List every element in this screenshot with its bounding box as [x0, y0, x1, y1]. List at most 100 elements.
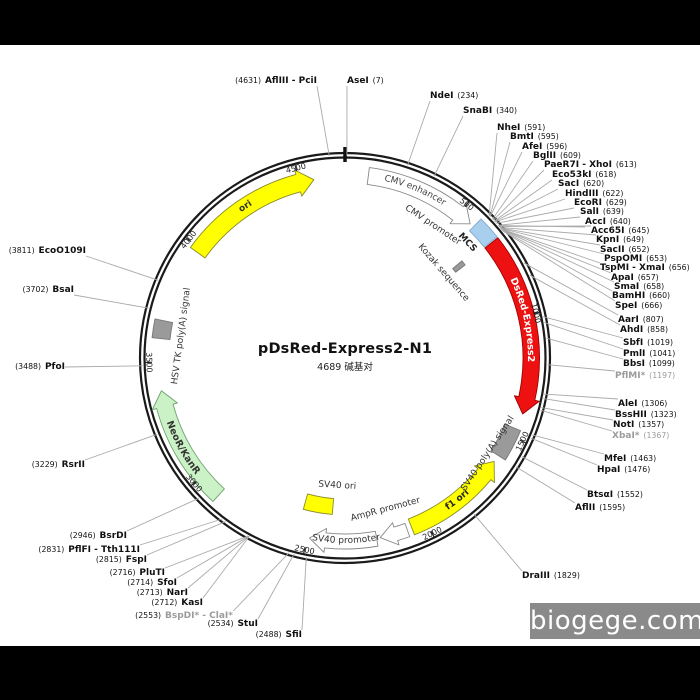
enzyme-label-EcoRI: EcoRI (629): [574, 198, 627, 208]
leader-line-PaeR7I-XhoI: [492, 169, 545, 221]
enzyme-label-HindIII: HindIII (622): [565, 189, 623, 199]
leader-line-NdeI: [407, 100, 431, 166]
leader-line-KasI: [202, 536, 250, 599]
enzyme-label-PflFI-Tth111I: (2831) PflFI - Tth111I: [38, 545, 140, 555]
leader-line-AleI: [544, 393, 619, 400]
enzyme-label-AflIII-PciI: (4631) AflIII - PciI: [235, 76, 317, 86]
feature-mcs: [469, 218, 498, 248]
leader-line-XbaI-: [540, 409, 613, 432]
leader-line-BglII: [492, 160, 534, 220]
enzyme-label-BsaI: (3702) BsaI: [23, 285, 74, 295]
leader-line-MfeI: [532, 434, 605, 455]
enzyme-label-BssHII: BssHII (1323): [615, 410, 677, 420]
leader-line-PflMI-: [547, 364, 616, 372]
enzyme-label-BmtI: BmtI (595): [510, 132, 559, 142]
enzyme-label-ApaI: ApaI (657): [611, 273, 659, 283]
enzyme-label-BglII: BglII (609): [533, 151, 581, 161]
feature-f1-ori: [407, 461, 495, 536]
enzyme-label-BamHI: BamHI (660): [612, 291, 670, 301]
plasmid-title-block: pDsRed-Express2-N1 4689 碱基对: [258, 341, 432, 373]
enzyme-label-SbfI: SbfI (1019): [623, 338, 673, 348]
feature-ori: [190, 169, 315, 259]
top-black-bar: [0, 0, 700, 45]
leader-line-RsrII: [84, 433, 158, 461]
leader-line-SacI: [494, 188, 559, 222]
enzyme-label-PaeR7I-XhoI: PaeR7I - XhoI (613): [544, 160, 637, 170]
enzyme-label-HpaI: HpaI (1476): [597, 465, 650, 475]
leader-line-BamHI: [501, 229, 613, 292]
tick-3000: [190, 480, 197, 487]
leader-line-NarI: [187, 535, 250, 589]
feature-sv40-ori: [302, 493, 335, 515]
leader-line-PflFI-Tth111I: [139, 518, 223, 546]
tick-1500: [519, 439, 527, 444]
enzyme-label-PspOMI: PspOMI (653): [604, 254, 667, 264]
leader-line-PmlI: [544, 322, 624, 350]
leader-line-EcoO109I: [85, 255, 159, 281]
enzyme-label-XbaI-: XbaI* (1367): [612, 431, 669, 441]
feature-sv40-promoter: [309, 528, 379, 553]
enzyme-label-AccI: AccI (640): [585, 217, 631, 227]
enzyme-label-NdeI: NdeI (234): [430, 91, 478, 101]
leader-line-StuI: [257, 553, 295, 620]
leader-line-NotI: [541, 407, 614, 421]
enzyme-label-AhdI: AhdI (858): [620, 325, 668, 335]
plasmid-name: pDsRed-Express2-N1: [257, 341, 433, 357]
enzyme-label-PmlI: PmlI (1041): [623, 349, 675, 359]
tick-2500: [302, 546, 306, 555]
enzyme-label-PluTI: (2716) PluTI: [110, 568, 165, 578]
leader-line-SpeI: [502, 230, 616, 302]
leader-line-SfoI: [176, 535, 250, 579]
enzyme-label-MfeI: MfeI (1463): [604, 454, 656, 464]
enzyme-label-RsrII: (3229) RsrII: [32, 460, 85, 470]
leader-line-SmaI: [501, 228, 615, 283]
watermark-text: biogege.com: [530, 603, 700, 639]
feature-label-sv40-promoter: SV40 promoter: [311, 533, 381, 546]
enzyme-label-BsrDI: (2946) BsrDI: [70, 531, 127, 541]
leader-line-Bts-I: [521, 456, 588, 491]
leader-line-SnaBI: [433, 115, 464, 177]
feature-label-sv40-ori: SV40 ori: [318, 480, 356, 492]
leader-line-AhdI: [529, 274, 621, 326]
enzyme-label-TspMI-XmaI: TspMI - XmaI (656): [600, 263, 690, 273]
feature-ampr-promoter: [379, 522, 411, 546]
leader-line-SbfI: [543, 316, 624, 339]
feature-hsv-tk-polya-signal: [151, 318, 174, 341]
leader-line-PfoI: [64, 365, 143, 368]
leader-line-ApaI: [500, 228, 612, 274]
tick-500: [464, 200, 470, 208]
leader-line-PspOMI: [500, 227, 605, 255]
leader-line-DraIII: [473, 513, 523, 572]
enzyme-label-Eco53kI: Eco53kI (618): [552, 170, 616, 180]
enzyme-label-NarI: (2713) NarI: [137, 588, 188, 598]
feature-dsred-express2: [484, 237, 540, 415]
leader-line-TspMI-XmaI: [500, 228, 601, 264]
leader-line-FspI: [146, 521, 226, 556]
leader-line-NheI: [488, 132, 498, 216]
leader-line-AfeI: [489, 151, 523, 217]
enzyme-label-KasI: (2712) KasI: [151, 598, 203, 608]
enzyme-label-SnaBI: SnaBI (340): [463, 106, 517, 116]
enzyme-label-SacI: SacI (620): [558, 179, 604, 189]
enzyme-label-SfiI: (2488) SfiI: [256, 630, 302, 640]
leader-line-KpnI: [499, 226, 597, 236]
leader-line-SalI: [497, 216, 581, 226]
tick-4500: [294, 163, 298, 172]
enzyme-label-AflII: AflII (1595): [575, 503, 625, 513]
enzyme-label-PfoI: (3488) PfoI: [15, 362, 65, 372]
leader-line-HpaI: [530, 437, 598, 466]
tick-label-3500: 3500: [144, 352, 153, 373]
leader-line-BsaI: [73, 294, 149, 309]
feature-cmv-enhancer: [366, 167, 471, 225]
enzyme-label-SalI: SalI (639): [580, 207, 624, 217]
leader-line-AflIII-PciI: [316, 85, 330, 157]
leader-line-HindIII: [494, 198, 566, 223]
enzyme-label-NotI: NotI (1357): [613, 420, 664, 430]
leader-line-EcoRI: [496, 207, 575, 224]
leader-line-Acc65I: [498, 225, 592, 227]
enzyme-label-KpnI: KpnI (649): [596, 235, 644, 245]
enzyme-label-Acc65I: Acc65I (645): [591, 226, 649, 236]
leader-line-BbsI: [546, 337, 624, 360]
leader-line-Eco53kI: [493, 179, 553, 222]
